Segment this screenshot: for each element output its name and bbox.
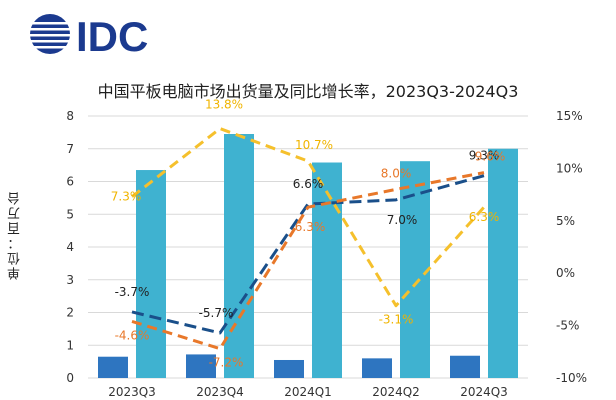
x-tick-label: 2024Q3 — [460, 385, 508, 399]
bar — [450, 355, 480, 378]
y-left-tick-label: 7 — [66, 142, 74, 156]
bar — [274, 359, 304, 378]
logo-text: IDC — [76, 13, 148, 60]
chart-title: 中国平板电脑市场出货量及同比增长率，2023Q3-2024Q3 — [97, 82, 519, 101]
data-label: -4.6% — [115, 328, 150, 342]
y-left-tick-label: 8 — [66, 109, 74, 123]
bar — [224, 134, 254, 378]
y-right-tick-label: 15% — [556, 109, 583, 123]
x-tick-label: 2023Q3 — [108, 385, 156, 399]
data-label: 7.0% — [387, 213, 418, 227]
data-label: 9.3% — [469, 149, 500, 163]
x-tick-label: 2024Q2 — [372, 385, 420, 399]
data-label: 13.8% — [205, 98, 243, 112]
data-label: 6.3% — [295, 220, 326, 234]
globe-icon — [30, 14, 70, 54]
idc-logo: IDC — [30, 13, 148, 60]
data-label: 8.0% — [381, 166, 412, 180]
bar — [186, 354, 216, 378]
y-left-tick-label: 6 — [66, 175, 74, 189]
y-left-tick-label: 0 — [66, 371, 74, 385]
bar — [400, 161, 430, 378]
y-left-tick-label: 4 — [66, 240, 74, 254]
y-right-tick-label: 5% — [556, 214, 575, 228]
data-label: -5.7% — [199, 306, 234, 320]
data-label: 9.6% — [475, 150, 506, 164]
y-right-tick-label: -10% — [556, 371, 587, 385]
y-right-tick-label: 10% — [556, 161, 583, 175]
bar — [362, 358, 392, 378]
data-label: -3.1% — [379, 313, 414, 327]
series-line — [131, 171, 485, 351]
bar — [312, 162, 342, 378]
y-right-tick-label: -5% — [556, 319, 579, 333]
data-label: 10.7% — [295, 138, 333, 152]
data-label: 6.6% — [293, 177, 324, 191]
data-label: -7.2% — [209, 356, 244, 370]
y-right-tick-label: 0% — [556, 266, 575, 280]
bar — [488, 148, 518, 378]
data-label: -3.7% — [115, 285, 150, 299]
y-left-tick-label: 5 — [66, 207, 74, 221]
series-line — [131, 127, 486, 308]
series-line — [131, 174, 485, 335]
y-left-tick-label: 2 — [66, 306, 74, 320]
data-label: 6.3% — [469, 210, 500, 224]
bar — [136, 170, 166, 378]
bar — [98, 356, 128, 378]
data-label: 7.3% — [111, 190, 142, 204]
x-tick-label: 2023Q4 — [196, 385, 244, 399]
y-left-tick-label: 3 — [66, 273, 74, 287]
x-tick-label: 2024Q1 — [284, 385, 332, 399]
y-left-tick-label: 1 — [66, 338, 74, 352]
